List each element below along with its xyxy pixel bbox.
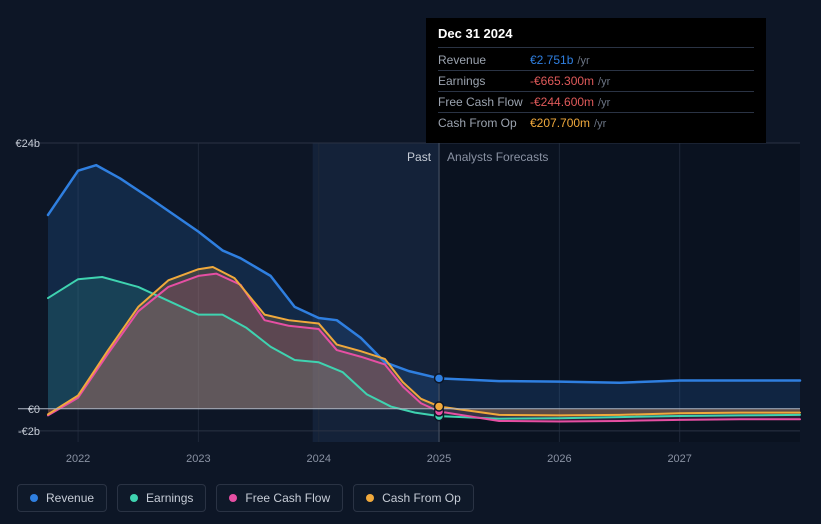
tooltip-unit: /yr [594, 118, 606, 130]
tooltip-value: €2.751b [530, 53, 573, 67]
legend-item-cfo[interactable]: Cash From Op [353, 484, 474, 512]
y-tick-label: -€2b [18, 426, 40, 438]
x-tick-label: 2023 [186, 453, 210, 465]
legend-dot-icon [229, 494, 237, 502]
legend-item-revenue[interactable]: Revenue [17, 484, 107, 512]
tooltip-row: Earnings-€665.300m/yr [438, 71, 754, 92]
legend-dot-icon [366, 494, 374, 502]
legend-label: Free Cash Flow [245, 491, 330, 505]
legend-dot-icon [130, 494, 138, 502]
tooltip-value: €207.700m [530, 116, 590, 130]
legend-label: Revenue [46, 491, 94, 505]
x-tick-label: 2024 [306, 453, 330, 465]
tooltip-label: Free Cash Flow [438, 95, 530, 109]
tooltip-unit: /yr [598, 97, 610, 109]
tooltip-value: -€665.300m [530, 74, 594, 88]
region-label-past: Past [407, 150, 432, 164]
tooltip-label: Revenue [438, 53, 530, 67]
tooltip-row: Free Cash Flow-€244.600m/yr [438, 92, 754, 113]
tooltip-row: Revenue€2.751b/yr [438, 50, 754, 71]
tooltip-value: -€244.600m [530, 95, 594, 109]
legend-label: Cash From Op [382, 491, 461, 505]
tooltip-date: Dec 31 2024 [438, 26, 754, 48]
tooltip-unit: /yr [577, 55, 589, 67]
legend-label: Earnings [146, 491, 193, 505]
x-tick-label: 2027 [667, 453, 691, 465]
legend-item-earnings[interactable]: Earnings [117, 484, 206, 512]
region-label-forecast: Analysts Forecasts [447, 150, 548, 164]
marker-cfo [435, 402, 444, 411]
x-tick-label: 2022 [66, 453, 90, 465]
tooltip-row: Cash From Op€207.700m/yr [438, 113, 754, 133]
tooltip-label: Cash From Op [438, 116, 530, 130]
legend-item-fcf[interactable]: Free Cash Flow [216, 484, 343, 512]
hover-tooltip: Dec 31 2024 Revenue€2.751b/yrEarnings-€6… [426, 18, 766, 143]
tooltip-label: Earnings [438, 74, 530, 88]
tooltip-unit: /yr [598, 76, 610, 88]
legend: Revenue Earnings Free Cash Flow Cash From O… [17, 484, 474, 512]
y-tick-label: €0 [28, 404, 40, 416]
legend-dot-icon [30, 494, 38, 502]
y-tick-label: €24b [16, 138, 40, 150]
x-tick-label: 2026 [547, 453, 571, 465]
x-tick-label: 2025 [427, 453, 451, 465]
marker-revenue [435, 374, 444, 383]
